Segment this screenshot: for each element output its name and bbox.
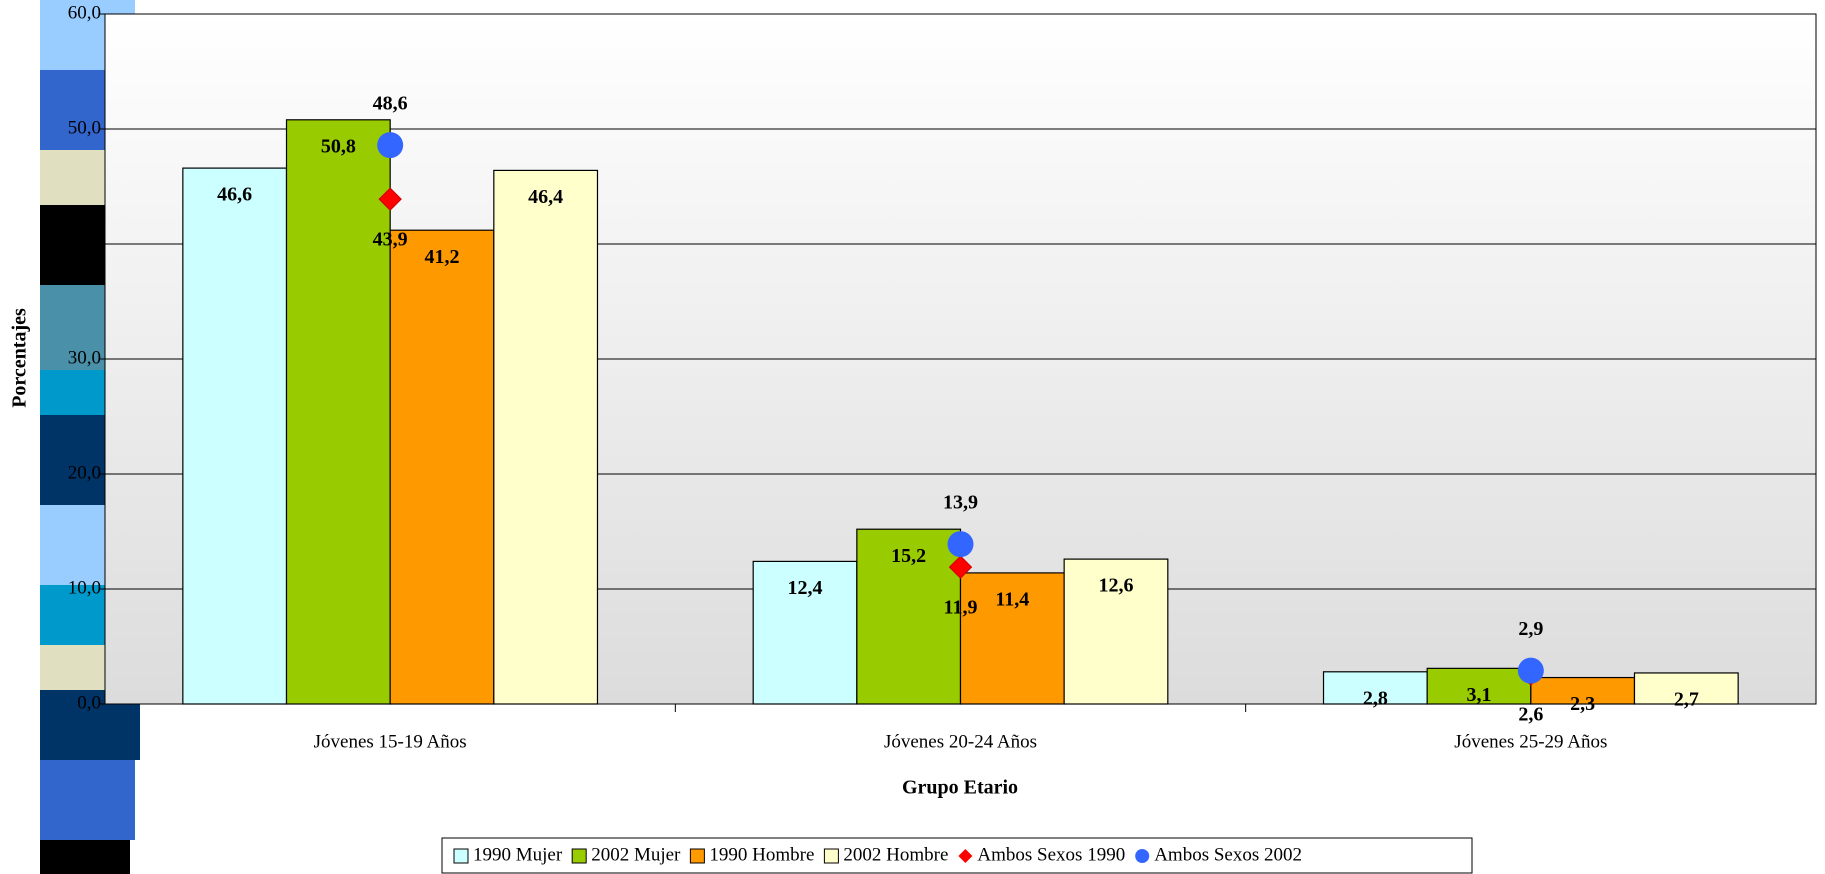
bar-value-label: 46,6 — [217, 184, 252, 206]
x-tick-label: Jóvenes 15-19 Años — [314, 731, 467, 752]
y-axis-title: Porcentajes — [9, 308, 31, 408]
marker-value-label: 48,6 — [373, 93, 408, 115]
bar-value-label: 2,7 — [1674, 689, 1699, 711]
y-tick-label: 30,0 — [68, 347, 101, 368]
x-tick-label: Jóvenes 25-29 Años — [1454, 731, 1607, 752]
legend-swatch — [823, 848, 839, 864]
bar — [959, 572, 1065, 705]
marker-diamond — [948, 555, 973, 579]
bar — [1633, 672, 1739, 705]
y-tick-label: 20,0 — [68, 462, 101, 483]
bar — [752, 560, 858, 705]
y-tick-label: 40,0 — [68, 232, 101, 253]
legend-label: 1990 Mujer — [473, 844, 563, 865]
bar-value-label: 2,8 — [1363, 687, 1388, 709]
y-tick-label: 60,0 — [68, 2, 101, 23]
marker-value-label: 2,9 — [1518, 618, 1543, 640]
legend-label: Ambos Sexos 2002 — [1154, 844, 1302, 865]
y-tick-label: 0,0 — [77, 692, 101, 713]
legend-swatch — [571, 848, 587, 864]
bar-value-label: 11,4 — [995, 588, 1029, 610]
marker-value-label: 13,9 — [943, 492, 978, 514]
legend-label: Ambos Sexos 1990 — [977, 844, 1125, 865]
x-axis-title: Grupo Etario — [902, 777, 1018, 799]
bar — [856, 528, 962, 705]
marker-circle — [1517, 657, 1544, 684]
x-tick-label: Jóvenes 20-24 Años — [884, 731, 1037, 752]
y-tick-label: 10,0 — [68, 577, 101, 598]
y-tick-label: 50,0 — [68, 117, 101, 138]
bar-value-label: 15,2 — [891, 545, 926, 567]
marker-diamond — [378, 187, 402, 211]
marker-value-label: 2,6 — [1518, 704, 1543, 726]
bar — [1530, 676, 1636, 705]
legend-label: 2002 Mujer — [591, 844, 681, 865]
bar-value-label: 50,8 — [321, 135, 356, 157]
legend-swatch — [689, 848, 705, 864]
bar — [1426, 667, 1532, 705]
bar — [285, 119, 391, 705]
legend-label: 2002 Hombre — [843, 844, 948, 865]
legend-label: 1990 Hombre — [709, 844, 814, 865]
bar — [493, 169, 599, 705]
marker-value-label: 11,9 — [944, 597, 978, 619]
legend — [441, 837, 1473, 874]
marker-circle — [947, 531, 974, 558]
bar-value-label: 12,4 — [788, 577, 823, 599]
marker-circle — [377, 132, 404, 159]
legend-swatch — [1135, 849, 1150, 863]
marker-value-label: 43,9 — [373, 229, 408, 251]
bar-value-label: 46,4 — [528, 186, 563, 208]
bar-value-label: 12,6 — [1098, 575, 1133, 597]
legend-swatch — [958, 849, 973, 863]
legend-swatch — [453, 848, 469, 864]
bar — [389, 229, 495, 705]
bar-value-label: 3,1 — [1467, 684, 1492, 706]
bar — [1322, 671, 1428, 705]
bar — [1063, 558, 1169, 705]
bar — [182, 167, 288, 705]
bar-value-label: 41,2 — [424, 246, 459, 268]
